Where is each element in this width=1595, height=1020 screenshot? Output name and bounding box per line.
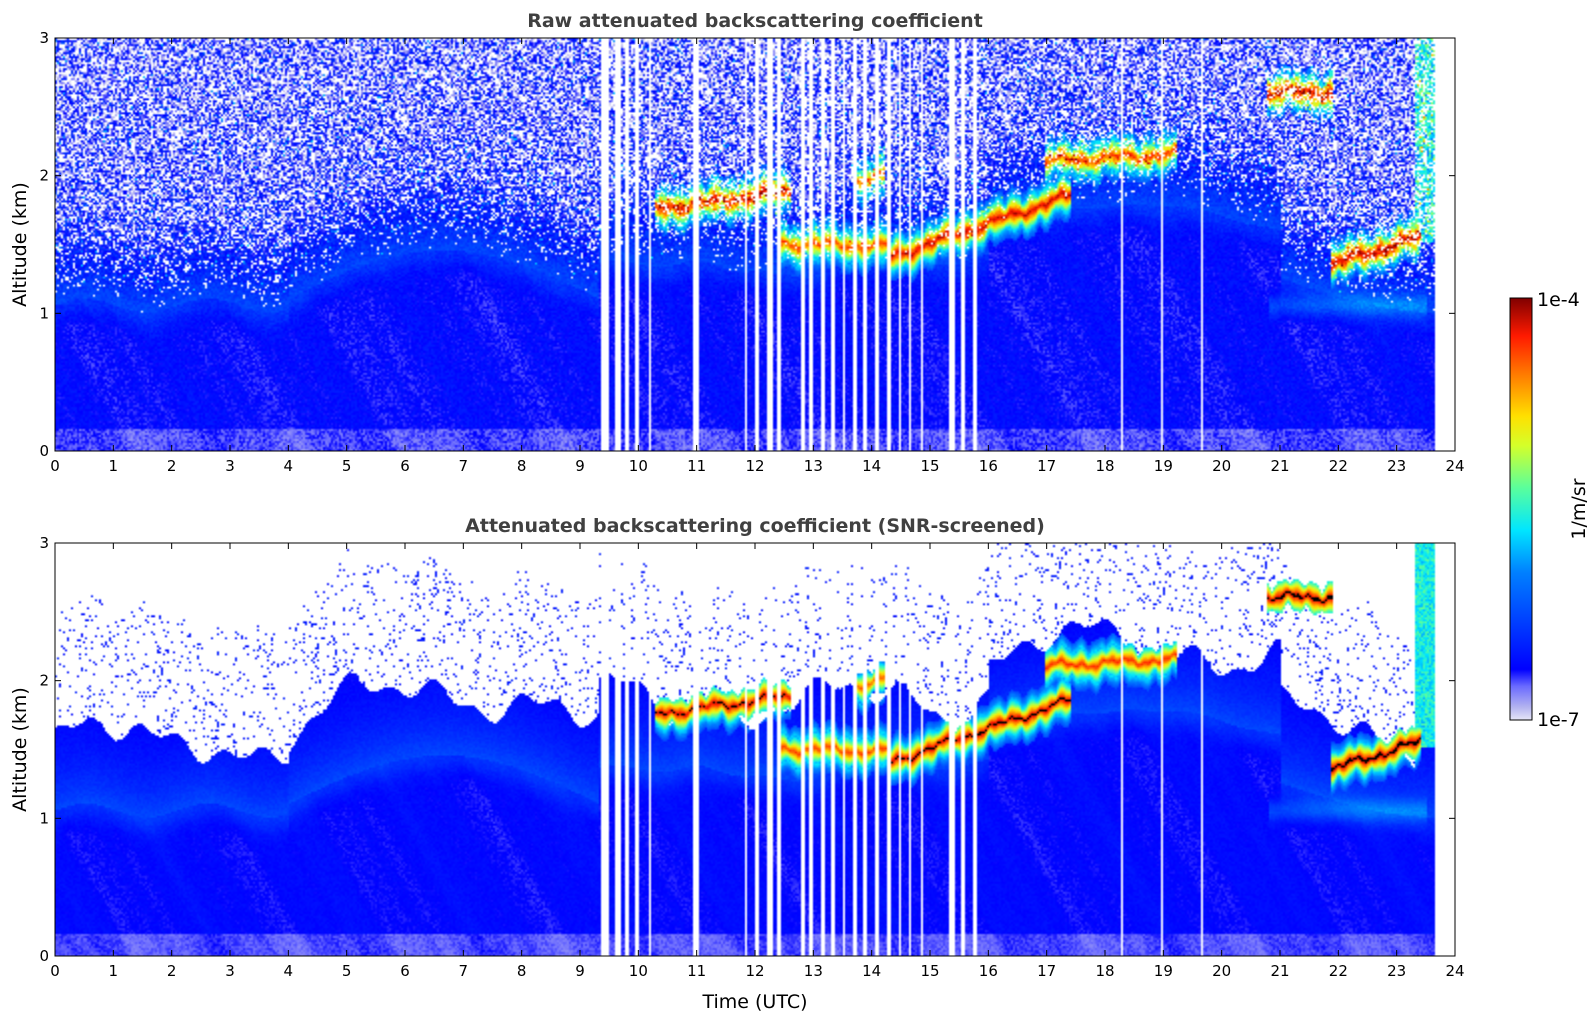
x-tick-label: 20 (1212, 962, 1231, 980)
x-tick-label: 15 (920, 962, 939, 980)
x-tick-label: 10 (629, 962, 648, 980)
x-tick-label: 13 (804, 457, 823, 475)
y-tick-label: 3 (39, 534, 49, 552)
x-tick-label: 14 (862, 457, 881, 475)
x-tick-label: 1 (109, 962, 119, 980)
colorbar-max-label: 1e-4 (1537, 289, 1580, 311)
x-tick-label: 9 (575, 962, 585, 980)
x-tick-label: 12 (745, 457, 764, 475)
x-tick-label: 21 (1270, 962, 1289, 980)
x-tick-label: 4 (284, 457, 294, 475)
y-tick-label: 3 (39, 29, 49, 47)
panel-raw-x-axis: 0 1 2 3 4 5 6 7 8 9 10 11 12 13 14 15 16 17 18 19 20 21 22 23 24 (50, 38, 1465, 475)
colorbar: 1e-4 1e-7 1/m/sr (1509, 289, 1590, 731)
panel-raw-title: Raw attenuated backscattering coefficien… (527, 10, 983, 32)
x-tick-label: 2 (167, 457, 177, 475)
panel-screened-y-axis: 0 1 2 3 (39, 534, 1455, 965)
x-tick-label: 7 (459, 457, 469, 475)
x-tick-label: 5 (342, 962, 352, 980)
y-tick-label: 2 (39, 672, 49, 690)
x-tick-label: 22 (1329, 962, 1348, 980)
x-tick-label: 16 (979, 962, 998, 980)
x-tick-label: 1 (109, 457, 119, 475)
x-tick-label: 12 (745, 962, 764, 980)
x-tick-label: 3 (225, 457, 235, 475)
x-tick-label: 16 (979, 457, 998, 475)
x-tick-label: 9 (575, 457, 585, 475)
x-tick-label: 19 (1154, 457, 1173, 475)
x-tick-label: 6 (400, 962, 410, 980)
x-tick-label: 11 (687, 457, 706, 475)
x-tick-label: 13 (804, 962, 823, 980)
panel-raw-heatmap (55, 38, 1455, 451)
colorbar-min-label: 1e-7 (1537, 709, 1580, 731)
y-tick-label: 0 (39, 442, 49, 460)
x-tick-label: 17 (1037, 457, 1056, 475)
x-tick-label: 3 (225, 962, 235, 980)
x-tick-label: 5 (342, 457, 352, 475)
x-tick-label: 21 (1270, 457, 1289, 475)
y-tick-label: 1 (39, 809, 49, 827)
y-tick-label: 1 (39, 304, 49, 322)
x-tick-label: 10 (629, 457, 648, 475)
x-tick-label: 22 (1329, 457, 1348, 475)
x-tick-label: 2 (167, 962, 177, 980)
panel-raw-y-axis: 0 1 2 3 (39, 29, 1455, 460)
panel-screened-x-axis: 0 1 2 3 4 5 6 7 8 9 10 11 12 13 14 15 16 17 18 19 20 21 22 23 24 (50, 543, 1465, 980)
x-tick-label: 24 (1445, 962, 1464, 980)
x-tick-label: 18 (1095, 962, 1114, 980)
x-tick-label: 6 (400, 457, 410, 475)
panel-raw-ylabel: Altitude (km) (9, 182, 31, 307)
x-tick-label: 17 (1037, 962, 1056, 980)
panel-screened-xlabel: Time (UTC) (701, 991, 807, 1013)
x-tick-label: 8 (517, 457, 527, 475)
panel-screened-heatmap (55, 543, 1455, 956)
x-tick-label: 20 (1212, 457, 1231, 475)
y-tick-label: 2 (39, 167, 49, 185)
panel-screened-ylabel: Altitude (km) (9, 687, 31, 812)
x-tick-label: 24 (1445, 457, 1464, 475)
y-tick-label: 0 (39, 947, 49, 965)
x-tick-label: 4 (284, 962, 294, 980)
colorbar-unit-label: 1/m/sr (1568, 478, 1590, 539)
x-tick-label: 23 (1387, 962, 1406, 980)
colorbar-gradient (1509, 297, 1533, 721)
panel-screened: Attenuated backscattering coefficient (S… (9, 515, 1465, 1013)
x-tick-label: 0 (50, 962, 60, 980)
panel-screened-title: Attenuated backscattering coefficient (S… (465, 515, 1045, 537)
panel-raw: Raw attenuated backscattering coefficien… (9, 10, 1465, 475)
x-tick-label: 18 (1095, 457, 1114, 475)
x-tick-label: 7 (459, 962, 469, 980)
x-tick-label: 23 (1387, 457, 1406, 475)
x-tick-label: 14 (862, 962, 881, 980)
x-tick-label: 11 (687, 962, 706, 980)
x-tick-label: 0 (50, 457, 60, 475)
x-tick-label: 8 (517, 962, 527, 980)
x-tick-label: 19 (1154, 962, 1173, 980)
x-tick-label: 15 (920, 457, 939, 475)
